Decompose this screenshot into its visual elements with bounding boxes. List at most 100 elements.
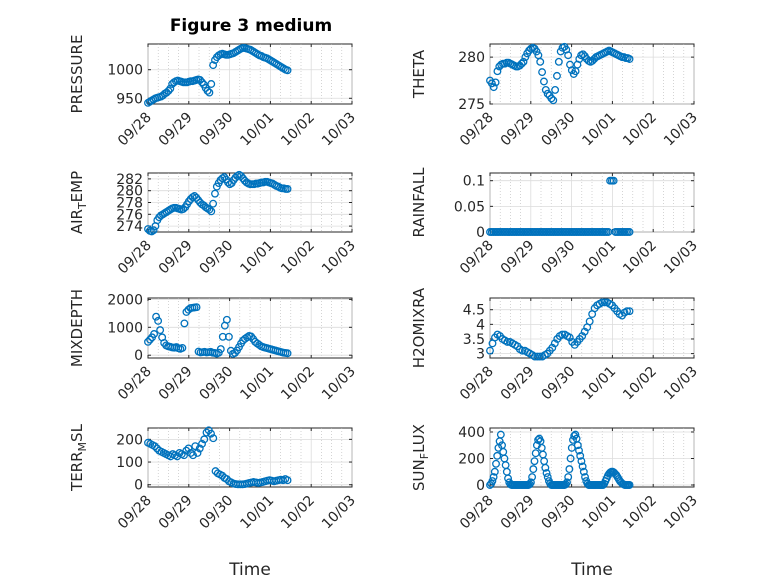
theta-point [564,51,573,60]
terr_msl-y-label: TERRMSL [68,423,89,492]
h2omixra-point [565,333,574,342]
h2omixra-x-tick-label: 10/01 [579,364,619,404]
rainfall-point [609,176,618,185]
terr_msl-point [150,442,159,451]
sun_flux-point [576,451,585,460]
h2omixra-point [533,352,542,361]
terr_msl-point [189,451,197,460]
subplot-sun_flux: 0 200 400 09/28 09/29 09/30 10/01 10/02 10/03 Tim… [410,424,701,580]
terr_msl-y-tick-label: 200 [116,432,143,448]
terr_msl-point [193,449,202,457]
air_temp-point [207,207,216,216]
theta-point [538,68,547,77]
h2omixra-point [530,352,539,361]
theta-point [493,67,502,76]
theta-point [541,85,550,94]
subplot-h2omixra: 33.544.5 09/28 09/29 09/30 10/01 10/02 10/03 H2… [410,287,701,403]
h2omixra-point [600,298,609,307]
h2omixra-point [518,346,527,355]
pressure-x-tick-label: 10/02 [278,110,318,150]
sun_flux-point [625,481,634,489]
terr_msl-point [182,446,191,455]
air_temp-x-tick-label: 09/28 [115,238,155,278]
sun_flux-point [488,477,497,485]
theta-x-tick-label: 10/01 [579,110,619,150]
mixdepth-point [178,344,187,352]
air_temp-y-tick-label: 278 [116,196,143,212]
theta-point [532,47,541,56]
sun_flux-axes-box [489,427,695,488]
sun_flux-x-tick-label: 10/03 [661,493,701,533]
pressure-point [209,61,218,70]
h2omixra-x-tick-label: 09/29 [498,364,538,404]
terr_msl-point [200,435,209,444]
air_temp-point [209,199,218,208]
h2omixra-point [548,343,557,352]
sun_flux-point [531,449,540,458]
mixdepth-point [156,326,165,335]
theta-point [543,89,552,98]
theta-point [519,57,528,66]
theta-y-tick-label: 280 [458,50,485,66]
theta-point [567,66,576,75]
sun_flux-point [492,459,500,468]
mixdepth-y-label: MIXDEPTH [68,289,86,367]
sun_flux-point [571,430,580,439]
terr_msl-point [198,439,206,448]
theta-point [579,50,587,59]
terr_msl-x-tick-label: 10/03 [319,493,359,533]
sun_flux-point [566,454,575,463]
theta-point [553,71,561,80]
air_temp-x-tick-label: 10/02 [278,238,318,278]
mixdepth-x-tick-label: 09/28 [115,364,155,404]
sun_flux-x-label: Time [570,560,613,580]
sun_flux-point [543,473,552,482]
sun_flux-x-tick-label: 10/02 [620,493,660,533]
air_temp-point [283,184,292,193]
mixdepth-y-tick-label: 2000 [107,292,143,308]
mixdepth-x-tick-label: 10/03 [319,364,359,404]
terr_msl-x-tick-label: 09/29 [156,493,196,533]
h2omixra-point [535,352,544,361]
mixdepth-x-tick-label: 09/29 [156,364,196,404]
sun_flux-x-tick-label: 09/28 [457,493,497,533]
air_temp-point [149,226,158,235]
h2omixra-point [578,332,587,340]
rainfall-axes-box [489,172,695,233]
mixdepth-point [216,345,225,354]
mixdepth-point [192,303,201,312]
air_temp-x-tick-label: 10/03 [319,238,359,278]
terr_msl-point [180,451,188,460]
sun_flux-point [581,473,589,482]
pressure-point [205,88,214,97]
terr_msl-x-label: Time [228,560,271,580]
theta-point [554,57,563,66]
pressure-x-tick-label: 10/03 [319,110,359,150]
pressure-point [198,78,206,87]
air_temp-y-label: AIRTEMP [68,171,89,234]
mixdepth-point [144,337,152,346]
rainfall-x-tick-label: 10/02 [620,238,660,278]
air_temp-x-tick-label: 09/29 [156,238,196,278]
mixdepth-x-tick-label: 10/01 [237,364,277,404]
h2omixra-point [623,307,631,316]
h2omixra-x-tick-label: 09/30 [539,364,579,404]
mixdepth-point [150,330,159,338]
terr_msl-point [283,476,292,485]
rainfall-y-tick-label: 0 [476,225,485,241]
theta-point [489,83,498,92]
terr_msl-y-tick-label: 100 [116,455,143,471]
terr_msl-point [184,444,193,453]
rainfall-point [625,228,634,236]
h2omixra-y-tick-label: 4.5 [463,303,485,319]
mixdepth-x-tick-label: 10/02 [278,364,318,404]
rainfall-x-tick-label: 10/01 [579,238,619,278]
rainfall-x-tick-label: 09/30 [539,238,579,278]
theta-point [521,53,530,62]
sun_flux-point [577,457,586,466]
terr_msl-x-tick-label: 09/30 [197,493,237,533]
h2omixra-x-tick-label: 10/03 [661,364,701,404]
sun_flux-point [486,481,494,489]
sun_flux-point [529,465,538,474]
